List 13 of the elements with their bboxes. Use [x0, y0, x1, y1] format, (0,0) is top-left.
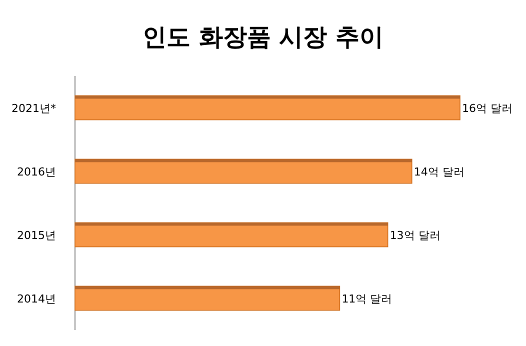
y-tick-label: 2015년	[17, 228, 56, 242]
bar	[74, 286, 340, 311]
y-tick-label: 2016년	[17, 165, 56, 178]
data-label: 16억 달러	[462, 102, 512, 115]
bar	[74, 222, 388, 248]
bar	[74, 158, 412, 184]
bar	[74, 95, 460, 120]
chart-title: 인도 화장품 시장 추이	[142, 23, 384, 51]
data-label: 14억 달러	[414, 165, 464, 178]
data-label: 11억 달러	[342, 292, 392, 306]
data-label: 13억 달러	[390, 228, 440, 242]
y-tick-label: 2021년*	[12, 102, 56, 115]
y-tick-label: 2014년	[17, 292, 56, 306]
